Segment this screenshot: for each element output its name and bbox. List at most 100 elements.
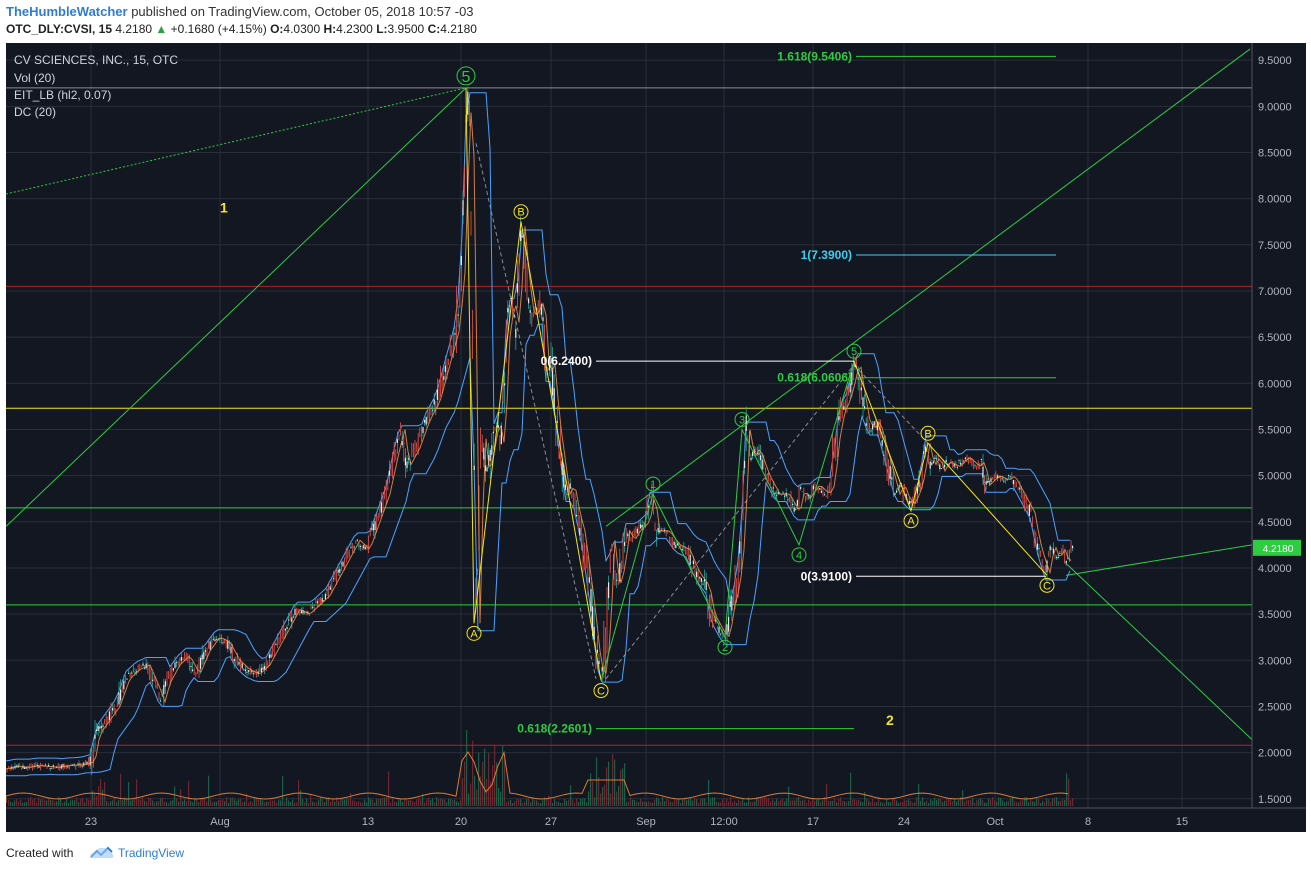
volume-bar <box>918 783 920 806</box>
time-tick-label[interactable]: Aug <box>210 816 230 828</box>
volume-bar <box>1072 798 1074 806</box>
candle-body <box>320 600 322 604</box>
volume-bar <box>994 800 996 806</box>
wave-marker-label: 1 <box>650 479 656 491</box>
time-tick-label[interactable]: 13 <box>362 816 374 828</box>
candle-body <box>270 654 272 658</box>
volume-bar <box>810 801 812 806</box>
volume-bar <box>898 802 900 806</box>
volume-bar <box>366 802 368 806</box>
candle-body <box>952 462 954 468</box>
tradingview-link[interactable]: TradingView <box>118 846 185 860</box>
candle-body <box>526 280 528 294</box>
time-tick-label[interactable]: 15 <box>1176 816 1188 828</box>
candle-body <box>889 465 891 479</box>
volume-bar <box>456 801 458 806</box>
candle-body <box>180 657 182 661</box>
volume-bar <box>998 797 1000 806</box>
candle-body <box>963 460 965 462</box>
price-candles <box>5 86 1074 776</box>
volume-bar <box>458 802 460 806</box>
candle-body <box>292 616 294 618</box>
volume-bar <box>970 800 972 806</box>
candle-body <box>569 483 571 489</box>
volume-bar <box>26 801 28 806</box>
volume-bar <box>638 801 640 806</box>
candle-body <box>112 708 114 711</box>
volume-bar <box>1070 800 1072 806</box>
candle-body <box>230 646 232 654</box>
candle-body <box>929 461 931 469</box>
candle-body <box>220 638 222 641</box>
candle-body <box>1051 547 1053 548</box>
volume-bar <box>304 802 306 806</box>
volume-bar <box>804 799 806 806</box>
price-chart[interactable]: 1.618(9.5406) 1(7.3900) 0(6.2400) 0.618(6.0… <box>5 43 1306 832</box>
volume-bar <box>864 792 866 806</box>
price-tick-label: 2.0000 <box>1258 748 1292 760</box>
time-tick-label[interactable]: 27 <box>545 816 557 828</box>
volume-bar <box>706 802 708 806</box>
legend-volume[interactable]: Vol (20) <box>14 71 55 85</box>
time-tick-label[interactable]: 24 <box>898 816 910 828</box>
legend-eit-lb[interactable]: EIT_LB (hl2, 0.07) <box>14 88 111 102</box>
candle-body <box>518 264 520 277</box>
time-tick-label[interactable]: 12:00 <box>710 816 738 828</box>
candle-body <box>691 567 693 569</box>
candle-body <box>160 700 162 702</box>
candle-body <box>737 565 739 572</box>
symbol-label: OTC_DLY:CVSI, 15 <box>6 22 113 36</box>
candle-body <box>348 550 350 555</box>
wave-marker-label: B <box>517 207 524 219</box>
candle-body <box>508 305 510 307</box>
volume-bar <box>436 797 438 806</box>
time-tick-label[interactable]: 17 <box>807 816 819 828</box>
volume-bar <box>822 800 824 806</box>
volume-bar <box>710 798 712 806</box>
candle-body <box>529 310 531 313</box>
time-axis-ticks[interactable]: 23 Aug 13 20 27 Sep 12:00 17 24 Oct 8 15 <box>85 816 1188 828</box>
legend-dc[interactable]: DC (20) <box>14 105 56 119</box>
author-link[interactable]: TheHumbleWatcher <box>6 4 128 19</box>
volume-bar <box>434 802 436 806</box>
candle-body <box>51 768 53 769</box>
volume-bar <box>354 800 356 806</box>
candle-body <box>164 681 166 687</box>
candle-body <box>510 297 512 300</box>
candle-body <box>137 665 139 670</box>
volume-bar <box>910 800 912 806</box>
candle-body <box>456 311 458 329</box>
time-tick-label[interactable]: 20 <box>455 816 467 828</box>
candle-body <box>742 483 744 508</box>
candle-body <box>1017 489 1019 491</box>
fib-label: 1(7.3900) <box>801 248 852 262</box>
candle-body <box>788 498 790 500</box>
candle-body <box>190 665 192 667</box>
volume-bar <box>364 799 366 806</box>
candle-body <box>380 502 382 513</box>
candle-body <box>587 573 589 591</box>
volume-bar <box>654 799 656 806</box>
time-tick-label[interactable]: 23 <box>85 816 97 828</box>
volume-bar <box>176 798 178 806</box>
candle-body <box>966 457 968 460</box>
volume-bar <box>1016 802 1018 806</box>
volume-bar <box>448 798 450 806</box>
time-tick-label[interactable]: 8 <box>1085 816 1091 828</box>
candle-body <box>939 464 941 469</box>
volume-bar <box>678 798 680 806</box>
time-tick-label[interactable]: Oct <box>986 816 1003 828</box>
volume-bar <box>878 797 880 806</box>
volume-bar <box>332 798 334 806</box>
price-tick-label: 3.0000 <box>1258 655 1292 667</box>
candle-body <box>1022 495 1024 499</box>
volume-bar <box>160 798 162 806</box>
time-tick-label[interactable]: Sep <box>636 816 656 828</box>
price-axis[interactable] <box>1252 43 1306 832</box>
candle-body <box>318 601 320 606</box>
price-axis-ticks: 9.5000 9.0000 8.5000 8.0000 7.5000 7.0000 6.50… <box>1258 55 1292 806</box>
candle-body <box>422 427 424 433</box>
candle-body <box>750 457 752 461</box>
candle-body <box>88 761 90 764</box>
chart-panel[interactable]: 1.618(9.5406) 1(7.3900) 0(6.2400) 0.618(6.0… <box>5 43 1306 832</box>
